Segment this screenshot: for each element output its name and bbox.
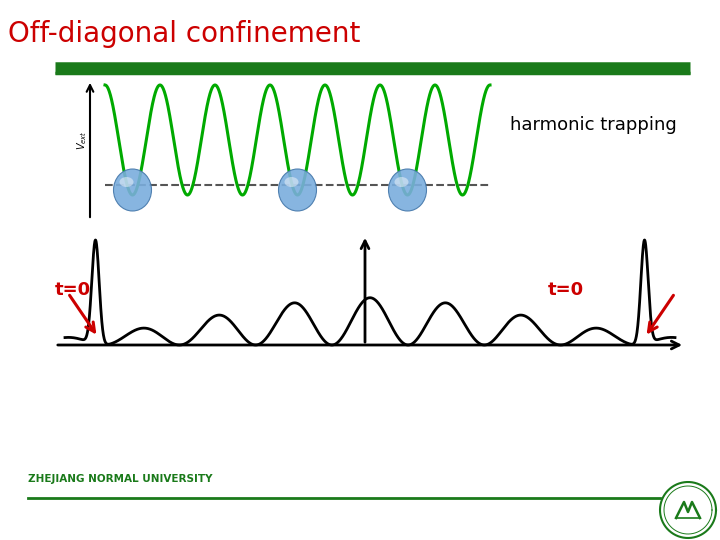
Text: $V_{ext}$: $V_{ext}$ [75, 130, 89, 150]
Ellipse shape [120, 177, 133, 187]
Ellipse shape [395, 177, 408, 187]
Text: harmonic trapping: harmonic trapping [510, 116, 677, 134]
Ellipse shape [279, 169, 317, 211]
Ellipse shape [114, 169, 151, 211]
Text: ZHEJIANG NORMAL UNIVERSITY: ZHEJIANG NORMAL UNIVERSITY [28, 474, 212, 484]
Text: t=0: t=0 [55, 281, 91, 299]
Ellipse shape [389, 169, 426, 211]
Text: t=0: t=0 [548, 281, 584, 299]
Ellipse shape [284, 177, 299, 187]
Text: Off-diagonal confinement: Off-diagonal confinement [8, 20, 361, 48]
